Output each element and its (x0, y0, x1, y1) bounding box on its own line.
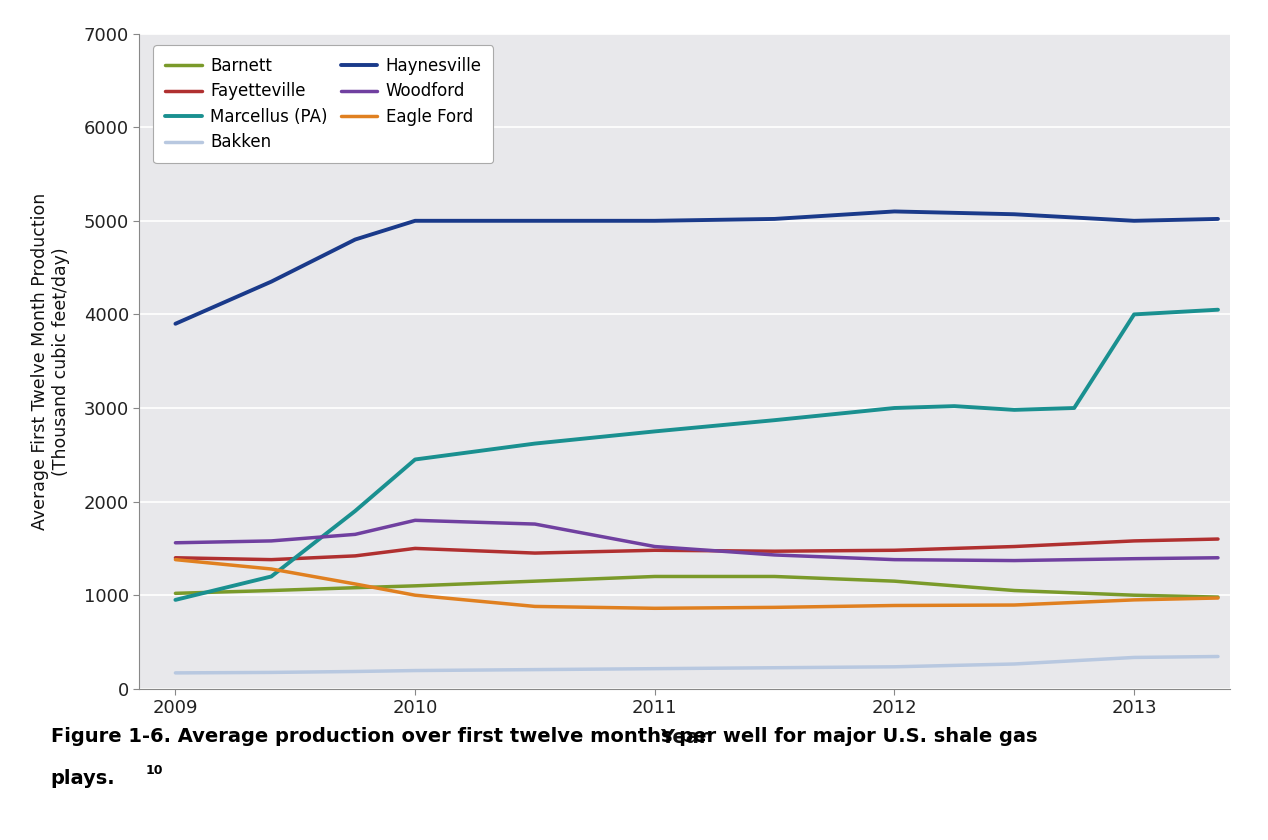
Haynesville (1126, 216, 1141, 226)
Marcellus (PA) (1007, 405, 1022, 415)
Haynesville (264, 276, 279, 286)
Marcellus (PA) (264, 571, 279, 581)
Woodford (167, 538, 183, 548)
Line: Barnett: Barnett (175, 576, 1219, 597)
Text: Figure 1-6. Average production over first twelve months per well for major U.S. : Figure 1-6. Average production over firs… (51, 727, 1037, 746)
Haynesville (1007, 209, 1022, 219)
Woodford (347, 529, 363, 539)
Woodford (647, 542, 662, 552)
Y-axis label: Average First Twelve Month Production
(Thousand cubic feet/day): Average First Twelve Month Production (T… (32, 192, 70, 530)
Eagle Ford (264, 564, 279, 574)
Eagle Ford (167, 554, 183, 564)
Bakken (264, 667, 279, 677)
Eagle Ford (886, 601, 902, 611)
Fayetteville (1007, 542, 1022, 552)
Eagle Ford (767, 602, 782, 612)
Fayetteville (1211, 534, 1226, 544)
Line: Haynesville: Haynesville (175, 212, 1219, 323)
Woodford (1211, 553, 1226, 563)
Eagle Ford (407, 591, 422, 601)
Eagle Ford (1007, 600, 1022, 610)
Marcellus (PA) (947, 401, 962, 411)
Haynesville (407, 216, 422, 226)
Text: 10: 10 (146, 764, 164, 776)
Haynesville (886, 207, 902, 217)
Marcellus (PA) (886, 403, 902, 413)
Marcellus (PA) (347, 506, 363, 516)
Line: Woodford: Woodford (175, 520, 1219, 560)
Fayetteville (767, 546, 782, 556)
Eagle Ford (1211, 593, 1226, 603)
Bakken (767, 663, 782, 673)
Bakken (647, 664, 662, 674)
Fayetteville (527, 548, 543, 558)
Line: Marcellus (PA): Marcellus (PA) (175, 310, 1219, 600)
Fayetteville (1126, 536, 1141, 546)
Marcellus (PA) (647, 427, 662, 437)
Woodford (1007, 555, 1022, 565)
Barnett (1007, 585, 1022, 596)
Barnett (264, 585, 279, 596)
Marcellus (PA) (407, 454, 422, 465)
Woodford (767, 550, 782, 560)
Haynesville (647, 216, 662, 226)
Barnett (527, 576, 543, 586)
Barnett (407, 580, 422, 591)
Eagle Ford (347, 579, 363, 589)
Woodford (264, 536, 279, 546)
Bakken (1126, 653, 1141, 663)
X-axis label: Year: Year (661, 728, 709, 748)
Fayetteville (407, 543, 422, 554)
Marcellus (PA) (1126, 309, 1141, 319)
Marcellus (PA) (1066, 403, 1082, 413)
Fayetteville (347, 551, 363, 561)
Haynesville (1211, 214, 1226, 224)
Fayetteville (167, 553, 183, 563)
Legend: Barnett, Fayetteville, Marcellus (PA), Bakken, Haynesville, Woodford, Eagle Ford: Barnett, Fayetteville, Marcellus (PA), B… (153, 45, 493, 163)
Line: Fayetteville: Fayetteville (175, 539, 1219, 559)
Haynesville (527, 216, 543, 226)
Eagle Ford (1126, 595, 1141, 605)
Bakken (407, 665, 422, 675)
Bakken (1211, 652, 1226, 662)
Haynesville (347, 234, 363, 244)
Barnett (1211, 592, 1226, 602)
Barnett (767, 571, 782, 581)
Fayetteville (264, 554, 279, 564)
Barnett (886, 576, 902, 586)
Marcellus (PA) (527, 438, 543, 449)
Bakken (347, 666, 363, 676)
Line: Bakken: Bakken (175, 657, 1219, 673)
Barnett (647, 571, 662, 581)
Fayetteville (886, 545, 902, 555)
Woodford (527, 519, 543, 529)
Bakken (886, 662, 902, 672)
Text: plays.: plays. (51, 769, 115, 788)
Bakken (527, 664, 543, 675)
Barnett (167, 588, 183, 598)
Haynesville (767, 214, 782, 224)
Eagle Ford (647, 603, 662, 613)
Barnett (1126, 591, 1141, 601)
Marcellus (PA) (1211, 305, 1226, 315)
Woodford (407, 515, 422, 525)
Woodford (1126, 554, 1141, 564)
Woodford (886, 554, 902, 564)
Haynesville (167, 318, 183, 328)
Bakken (1007, 659, 1022, 669)
Barnett (347, 583, 363, 593)
Bakken (167, 668, 183, 678)
Marcellus (PA) (767, 415, 782, 425)
Marcellus (PA) (167, 595, 183, 605)
Fayetteville (647, 545, 662, 555)
Line: Eagle Ford: Eagle Ford (175, 559, 1219, 608)
Eagle Ford (527, 601, 543, 612)
